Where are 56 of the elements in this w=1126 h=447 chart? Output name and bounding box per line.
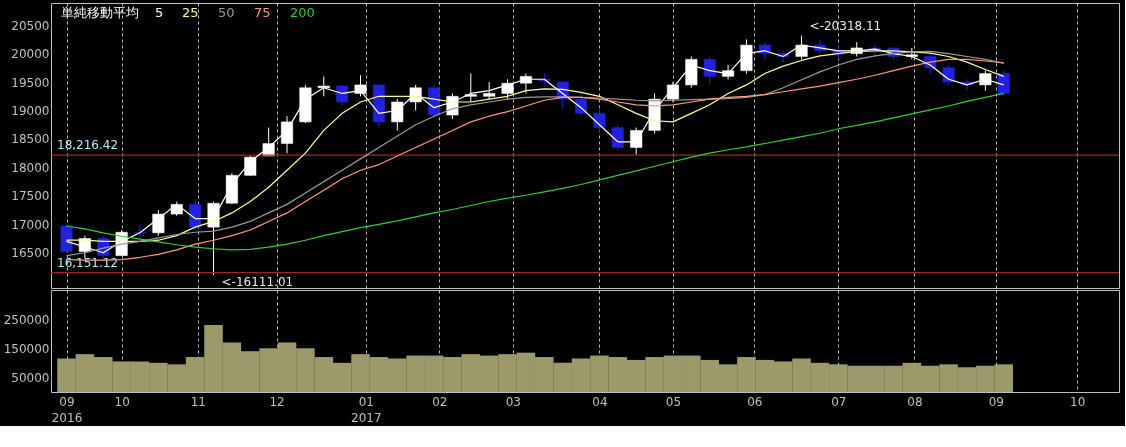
candlestick	[611, 124, 624, 151]
x-tick-label: 10	[1070, 394, 1086, 409]
candlestick	[317, 75, 330, 97]
x-tick-label: 07	[831, 394, 847, 409]
candlestick	[722, 64, 735, 80]
ref-line-label: 16,151.12	[57, 255, 119, 270]
y-tick-label: 17500	[11, 189, 50, 204]
candlestick	[189, 198, 202, 231]
annotation: <-20318.11	[809, 18, 882, 33]
text: 5	[155, 5, 164, 20]
x-tick-label: 06	[747, 394, 763, 409]
x-tick-label: 04	[592, 394, 608, 409]
y-tick-label: 18500	[11, 132, 50, 147]
candlestick	[281, 115, 294, 154]
y-tick-label: 18000	[11, 160, 50, 175]
text: 200	[290, 5, 315, 20]
x-tick-label: 08	[907, 394, 923, 409]
candlestick	[152, 209, 165, 237]
x-tick-label: 09	[988, 394, 1004, 409]
y-tick-label: 20000	[11, 47, 50, 62]
candlestick	[593, 107, 606, 134]
candlestick	[409, 84, 422, 112]
y-tick-label: 50000	[11, 370, 50, 385]
y-tick-label: 150000	[3, 341, 50, 356]
text: 50	[218, 5, 235, 20]
y-tick-label: 20500	[11, 18, 50, 33]
ref-line-label: 18,216.42	[57, 138, 119, 153]
candlestick	[666, 81, 679, 103]
y-tick-label: 19500	[11, 75, 50, 90]
candlestick	[905, 47, 918, 60]
candlestick	[869, 44, 882, 57]
x-tick-label: 11	[190, 394, 206, 409]
text: 25	[182, 5, 199, 20]
x-tick-label: 01 2017	[351, 394, 382, 425]
x-tick-label: 12	[269, 394, 285, 409]
y-tick-label: 19000	[11, 104, 50, 119]
candlestick	[630, 127, 643, 156]
candlestick	[244, 155, 257, 177]
y-tick-label: 250000	[3, 312, 50, 327]
x-tick-label: 03	[505, 394, 521, 409]
x-tick-label: 10	[114, 394, 130, 409]
x-tick-label: 09 2016	[51, 394, 83, 425]
y-tick-label: 16500	[11, 246, 50, 261]
candlestick	[519, 73, 532, 94]
candlestick	[501, 78, 514, 100]
candlestick	[354, 74, 367, 97]
legend-title: 単純移動平均	[61, 5, 139, 20]
candlestick	[979, 70, 992, 92]
candlestick	[391, 98, 404, 131]
candlestick	[464, 73, 477, 103]
x-tick-label: 02	[432, 394, 448, 409]
x-tick-label: 05	[665, 394, 682, 409]
annotation: <-16111.01	[221, 274, 294, 289]
text: 75	[254, 5, 271, 20]
y-tick-label: 17000	[11, 217, 50, 232]
candlestick	[703, 55, 716, 86]
